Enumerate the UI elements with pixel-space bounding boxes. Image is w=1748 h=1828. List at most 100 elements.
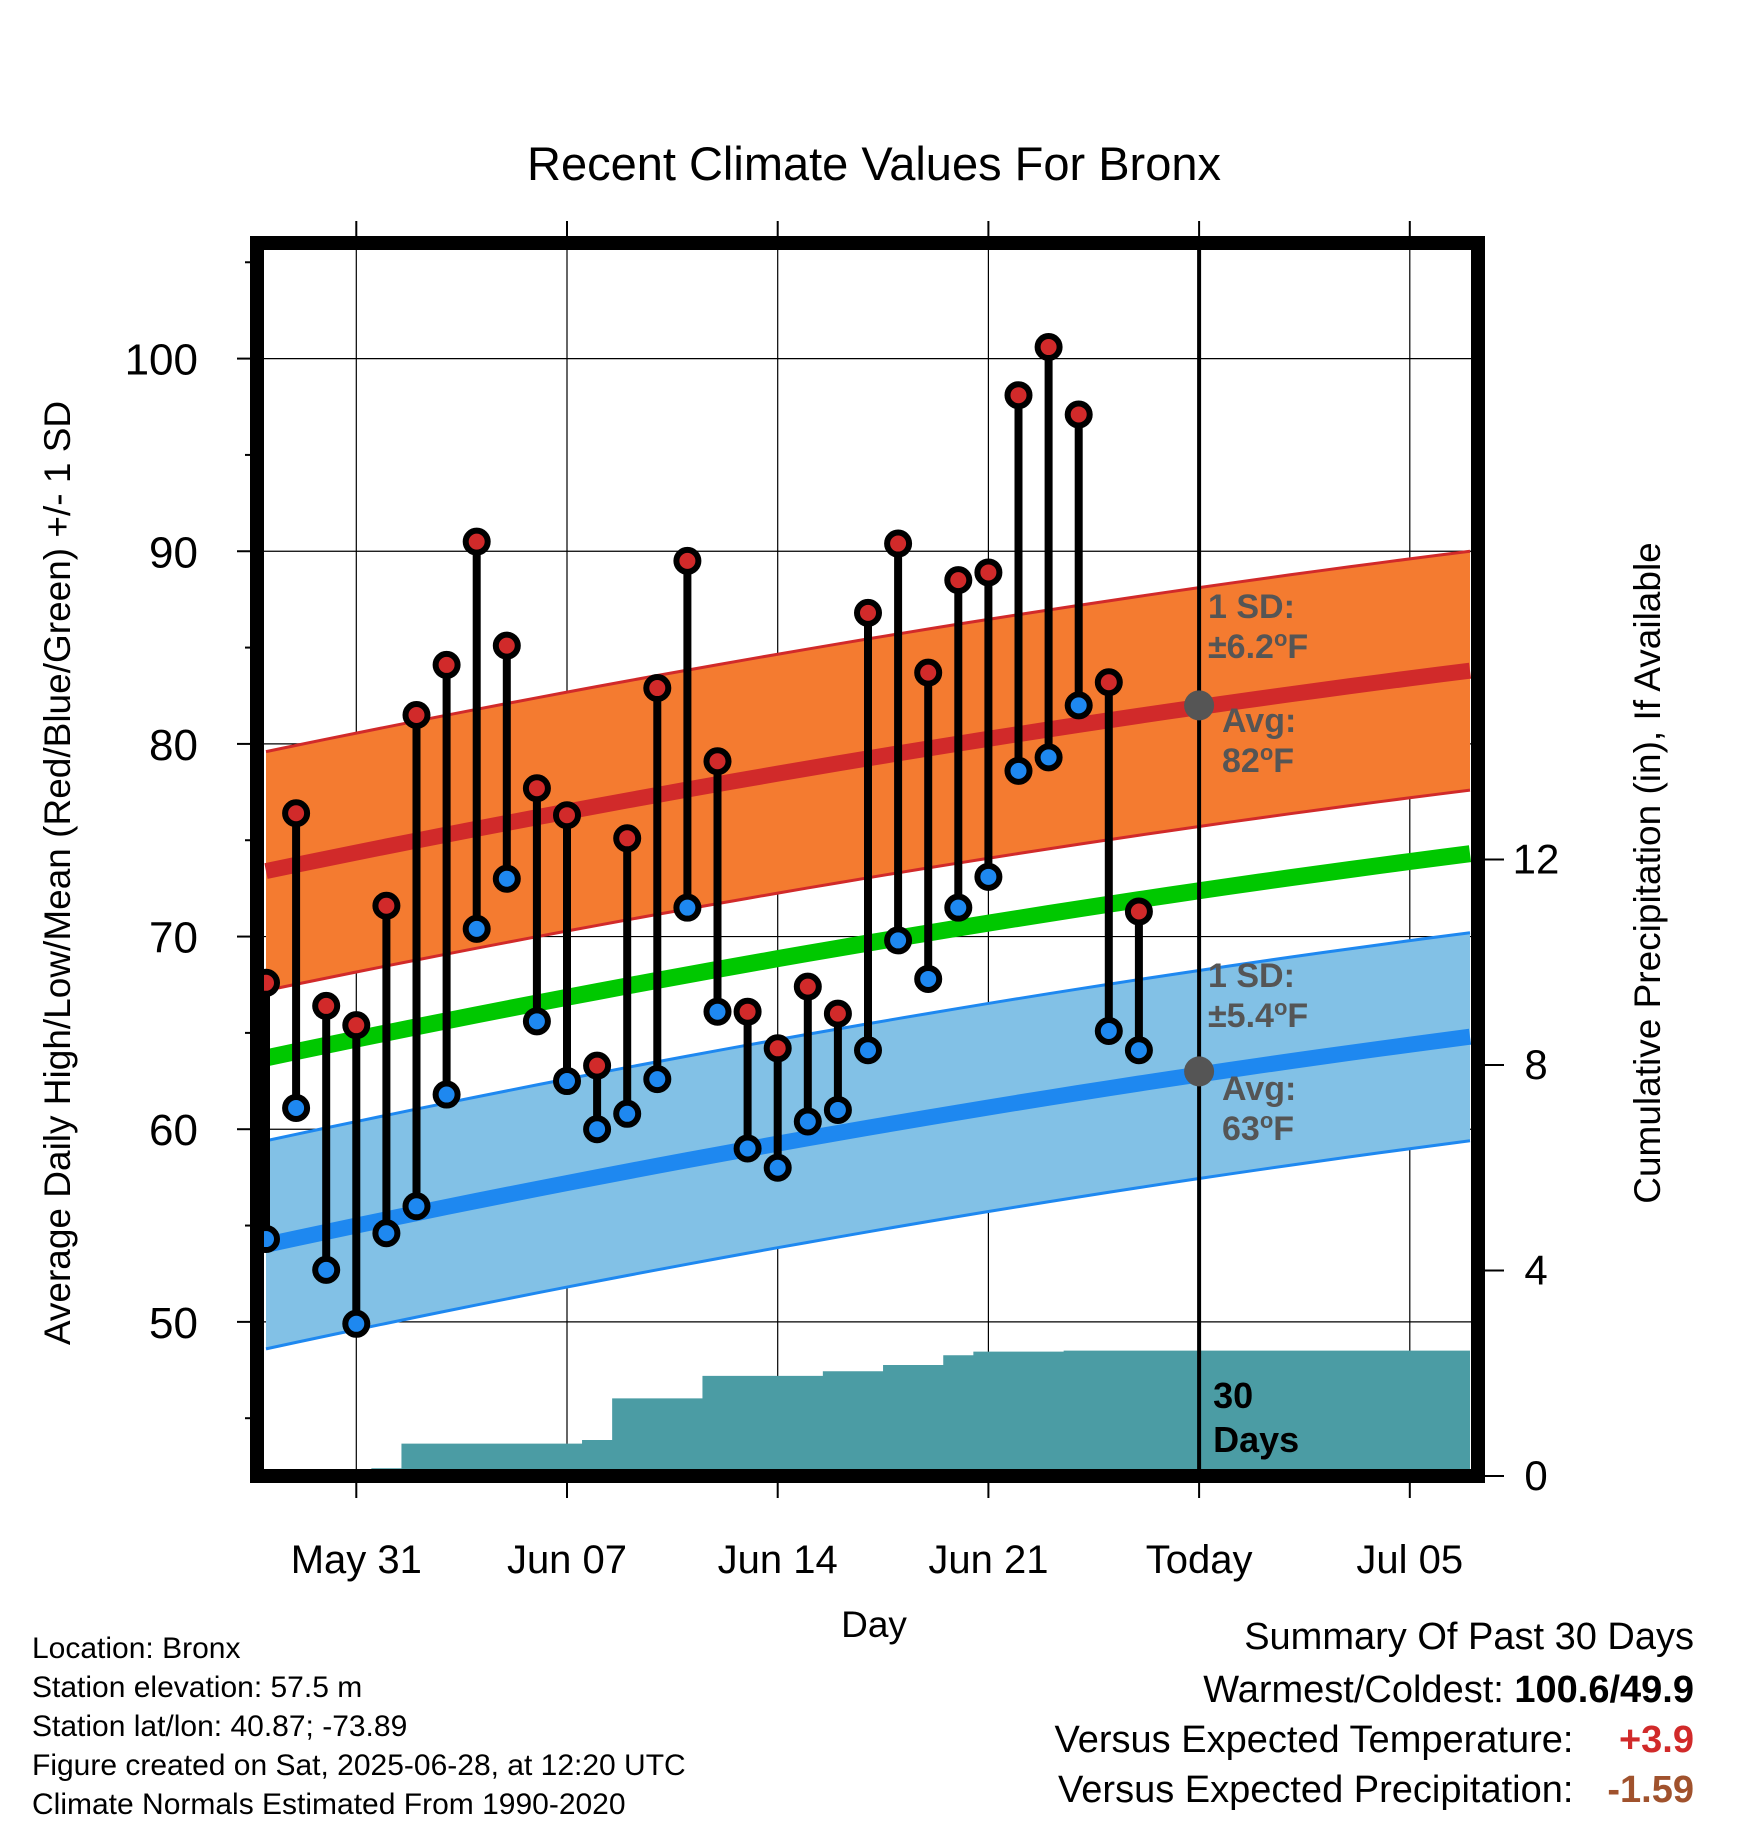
- summary-precip-value: -1.59: [1607, 1769, 1694, 1811]
- low-temp-point: [282, 1094, 311, 1123]
- y-tick-label: 80: [149, 721, 198, 770]
- high-temp-point: [282, 799, 311, 828]
- low-temp-point: [402, 1192, 431, 1221]
- low-temp-point: [372, 1219, 401, 1248]
- low-sd-annotation-degree: o: [1274, 995, 1287, 1020]
- precip-area: [266, 1350, 1470, 1476]
- x-tick-label: May 31: [291, 1538, 422, 1582]
- y-tick-label: 60: [149, 1106, 198, 1155]
- low-sd-lower: [265, 1139, 1471, 1351]
- low-temp-point: [1064, 691, 1093, 720]
- high-sd-annotation-line1: 1 SD:: [1208, 588, 1295, 626]
- high-sd-annotation-degree: o: [1274, 626, 1287, 651]
- low-temp-point: [1094, 1016, 1123, 1045]
- high-temp-point: [522, 774, 551, 803]
- chart-title: Recent Climate Values For Bronx: [527, 137, 1221, 190]
- low-temp-point: [553, 1067, 581, 1096]
- high-temp-point: [1124, 897, 1153, 926]
- high-temp-point: [432, 650, 461, 679]
- low-sd-band: [266, 932, 1470, 1349]
- x-tick-label: Jun 14: [718, 1538, 838, 1582]
- high-avg-annotation-line1: Avg:: [1222, 702, 1296, 740]
- summary-precip: Versus Expected Precipitation: -1.59: [1058, 1769, 1694, 1812]
- x-tick-label: Today: [1146, 1538, 1253, 1582]
- high-avg-annotation-unit: F: [1273, 742, 1294, 780]
- high-temp-point: [823, 999, 852, 1028]
- high-temp-point: [583, 1051, 612, 1080]
- high-temp-point: [914, 658, 943, 687]
- normal-low-line: [264, 1028, 1472, 1253]
- low-temp-point: [522, 1007, 551, 1036]
- high-temp-point: [553, 801, 581, 830]
- today-high-normal-marker: [1184, 690, 1215, 721]
- high-temp-point: [944, 566, 973, 595]
- high-avg-annotation-line2: 82oF: [1222, 740, 1294, 781]
- days-annotation-line2: Days: [1213, 1419, 1299, 1460]
- summary-title: Summary Of Past 30 Days: [1244, 1616, 1694, 1658]
- low-temp-point: [432, 1080, 461, 1109]
- low-temp-point: [733, 1134, 762, 1163]
- x-tick-label: Jun 07: [507, 1538, 627, 1582]
- high-temp-point: [763, 1034, 792, 1063]
- x-tick-label: Jun 21: [928, 1538, 1048, 1582]
- summary-warm-cold: Warmest/Coldest: 100.6/49.9: [1203, 1669, 1694, 1712]
- low-temp-point: [703, 997, 732, 1026]
- x-axis-label: Day: [841, 1604, 907, 1645]
- high-temp-point: [462, 527, 491, 556]
- high-temp-point: [1094, 668, 1123, 697]
- low-avg-annotation-line1: Avg:: [1222, 1070, 1296, 1108]
- low-temp-point: [462, 914, 491, 943]
- low-temp-point: [613, 1099, 642, 1128]
- high-temp-point: [1004, 381, 1033, 410]
- low-temp-point: [1004, 756, 1033, 785]
- low-avg-annotation-degree: o: [1260, 1108, 1273, 1133]
- low-sd-annotation-unit: F: [1287, 997, 1308, 1035]
- y-tick-label: 90: [149, 528, 198, 577]
- y2-axis-label: Cumulative Precipitation (in), If Availa…: [1627, 542, 1668, 1204]
- summary-warm-cold-value: 100.6/49.9: [1514, 1669, 1694, 1711]
- y2-tick-label: 0: [1524, 1452, 1547, 1499]
- low-temp-point: [342, 1309, 371, 1338]
- low-temp-point: [1124, 1036, 1153, 1065]
- high-temp-point: [402, 701, 431, 730]
- low-temp-point: [1034, 743, 1063, 772]
- summary-precip-label: Versus Expected Precipitation:: [1058, 1769, 1574, 1811]
- low-temp-point: [583, 1115, 612, 1144]
- high-sd-annotation-line2: ±6.2oF: [1208, 626, 1308, 667]
- low-temp-point: [673, 893, 702, 922]
- y-axis-label: Average Daily High/Low/Mean (Red/Blue/Gr…: [37, 401, 78, 1345]
- low-temp-point: [854, 1036, 882, 1065]
- high-sd-annotation-unit: F: [1287, 628, 1308, 666]
- high-temp-point: [613, 824, 642, 853]
- high-temp-point: [1064, 400, 1093, 429]
- high-temp-point: [643, 674, 672, 703]
- low-temp-point: [944, 893, 973, 922]
- info-created: Figure created on Sat, 2025-06-28, at 12…: [32, 1749, 686, 1782]
- high-temp-point: [492, 631, 521, 660]
- info-normals: Climate Normals Estimated From 1990-2020: [32, 1788, 626, 1821]
- y-tick-label: 70: [149, 914, 198, 963]
- info-location: Location: Bronx: [32, 1632, 241, 1665]
- summary-warm-cold-label: Warmest/Coldest:: [1203, 1669, 1504, 1711]
- low-temp-point: [914, 964, 943, 993]
- summary-temp-value: +3.9: [1618, 1719, 1694, 1761]
- high-temp-point: [342, 1011, 371, 1040]
- high-temp-point: [974, 558, 1003, 587]
- low-temp-point: [793, 1107, 822, 1136]
- info-latlon: Station lat/lon: 40.87; -73.89: [32, 1710, 408, 1743]
- y2-tick-label: 8: [1524, 1041, 1547, 1088]
- summary-temp: Versus Expected Temperature: +3.9: [1055, 1719, 1694, 1762]
- high-temp-point: [733, 997, 762, 1026]
- high-temp-point: [312, 991, 341, 1020]
- y-tick-label: 100: [125, 336, 198, 385]
- low-temp-point: [643, 1065, 672, 1094]
- low-sd-annotation-line2: ±5.4oF: [1208, 995, 1308, 1036]
- low-temp-point: [312, 1255, 341, 1284]
- plot-frame: [250, 236, 1485, 1483]
- low-temp-point: [763, 1153, 792, 1182]
- low-temp-point: [492, 864, 521, 893]
- low-avg-annotation-line2: 63oF: [1222, 1108, 1294, 1149]
